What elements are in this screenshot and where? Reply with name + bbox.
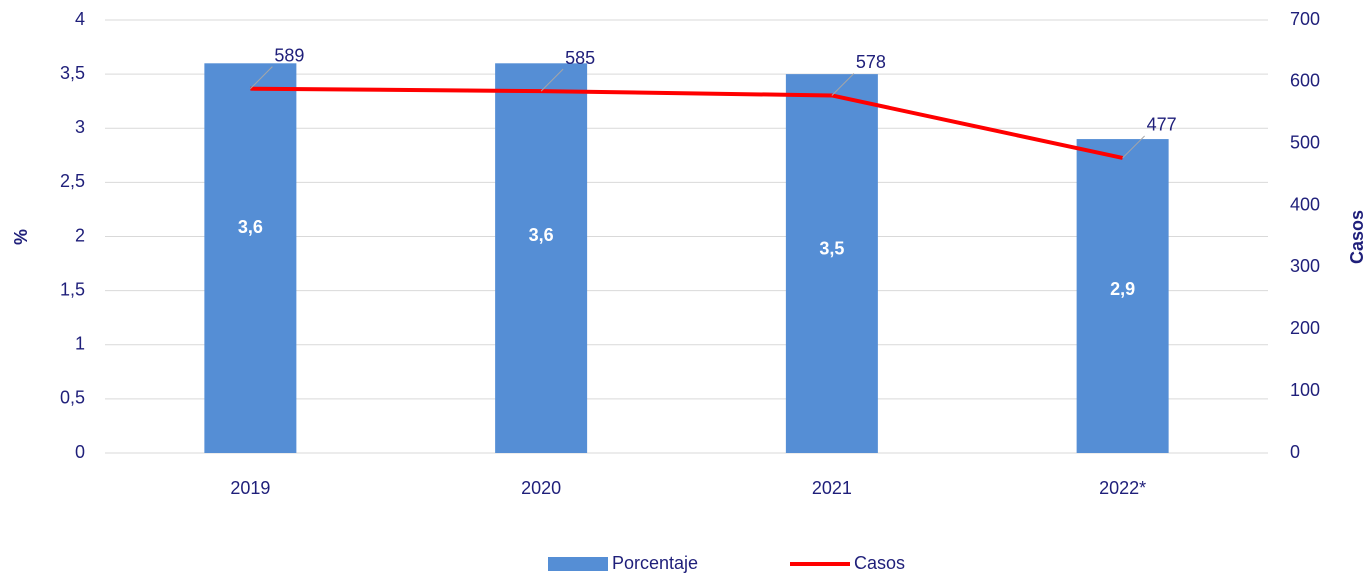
y2-tick-label: 500 [1290,132,1320,152]
y2-tick-label: 200 [1290,318,1320,338]
x-tick-label: 2019 [230,478,270,498]
leader-line [540,68,564,92]
y2-tick-label: 700 [1290,9,1320,29]
bar [204,63,297,454]
legend-label: Porcentaje [612,553,698,573]
legend-swatch [548,557,608,571]
y2-tick-label: 600 [1290,71,1320,91]
y-tick-label: 2 [75,225,85,245]
x-tick-label: 2020 [521,478,561,498]
leader-line [1122,135,1145,159]
y2-tick-label: 0 [1290,442,1300,462]
y2-axis-label: Casos [1347,210,1367,264]
x-tick-label: 2022* [1099,478,1146,498]
bar-value-label: 2,9 [1110,279,1135,299]
bar [495,63,588,454]
y2-tick-label: 100 [1290,380,1320,400]
y-tick-label: 0 [75,442,85,462]
x-tick-label: 2021 [812,478,852,498]
line-value-label: 589 [274,45,304,65]
y-tick-label: 1,5 [60,279,85,299]
y2-tick-label: 400 [1290,194,1320,214]
y-tick-label: 0,5 [60,388,85,408]
line-value-label: 585 [565,48,595,68]
bar-value-label: 3,5 [819,238,844,258]
y-tick-label: 2,5 [60,171,85,191]
leader-line [250,66,273,90]
legend-label: Casos [854,553,905,573]
y-tick-label: 4 [75,9,85,29]
bar-value-label: 3,6 [238,217,263,237]
y-axis-label: % [11,229,31,245]
line-value-label: 578 [856,52,886,72]
line-value-label: 477 [1147,115,1177,135]
leader-line [831,73,855,96]
y-tick-label: 3,5 [60,63,85,83]
y2-tick-label: 300 [1290,256,1320,276]
bar [1076,139,1169,453]
y-tick-label: 1 [75,334,85,354]
bar-value-label: 3,6 [529,225,554,245]
line [250,86,1124,160]
bar [785,74,878,453]
y-tick-label: 3 [75,117,85,137]
